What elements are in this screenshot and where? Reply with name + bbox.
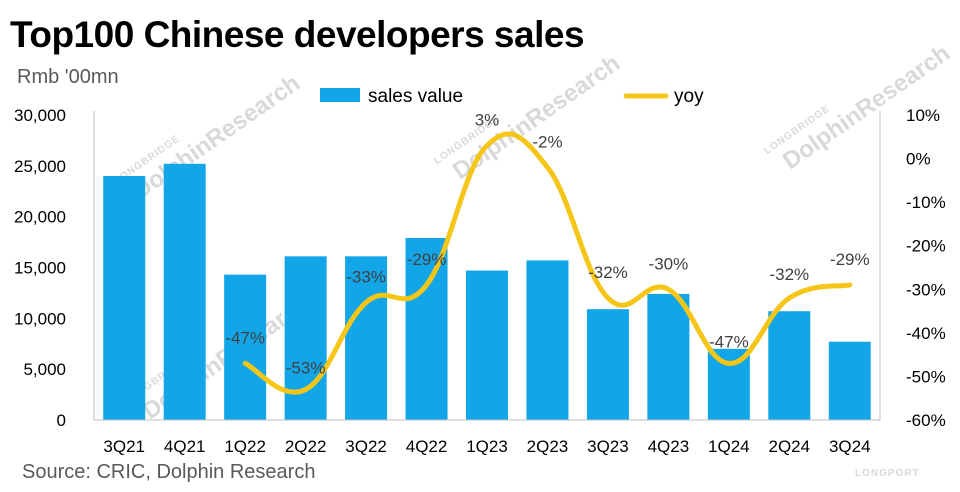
- yoy-data-label: -29%: [830, 250, 870, 269]
- right-axis-tick-label: 0%: [906, 150, 931, 169]
- legend-yoy-label: yoy: [674, 86, 704, 107]
- yoy-data-label: -32%: [769, 265, 809, 284]
- yoy-data-label: -29%: [407, 250, 447, 269]
- chart-title: Top100 Chinese developers sales: [10, 14, 585, 55]
- yoy-data-label: -47%: [709, 332, 749, 351]
- x-axis-tick-label: 2Q23: [527, 437, 569, 456]
- left-axis-tick-label: 10,000: [14, 309, 66, 328]
- watermark-text: DolphinResearch: [128, 70, 305, 205]
- x-axis-tick-label: 1Q22: [224, 437, 266, 456]
- bar-sales-value: [405, 238, 448, 420]
- x-axis-tick-label: 2Q24: [769, 437, 811, 456]
- bar-sales-value: [103, 176, 146, 420]
- x-axis-tick-label: 3Q21: [103, 437, 145, 456]
- x-axis-tick-label: 3Q23: [587, 437, 629, 456]
- right-axis-tick-label: -40%: [906, 324, 946, 343]
- bar-sales-value: [647, 293, 690, 420]
- right-axis-tick-label: 10%: [906, 106, 940, 125]
- bar-sales-value: [828, 341, 871, 420]
- x-axis-tick-label: 2Q22: [285, 437, 327, 456]
- x-axis-tick-label: 4Q23: [648, 437, 690, 456]
- yoy-line: [242, 131, 853, 395]
- x-axis-tick-label: 4Q22: [406, 437, 448, 456]
- y-axis-unit: Rmb '00mn: [17, 66, 119, 88]
- left-axis-tick-label: 20,000: [14, 208, 66, 227]
- bar-sales-value: [586, 309, 629, 420]
- right-axis-tick-label: -60%: [906, 411, 946, 430]
- x-axis-tick-label: 1Q23: [466, 437, 508, 456]
- bar-sales-value: [768, 311, 811, 420]
- bar-sales-value: [224, 274, 267, 420]
- left-axis-tick-label: 5,000: [23, 360, 66, 379]
- bar-sales-value: [345, 256, 388, 420]
- bar-sales-value: [163, 163, 206, 421]
- legend-sales-value-label: sales value: [368, 86, 463, 107]
- source-note: Source: CRIC, Dolphin Research: [22, 461, 316, 483]
- left-axis-tick-label: 30,000: [14, 106, 66, 125]
- x-axis-tick-label: 4Q21: [164, 437, 206, 456]
- yoy-data-label: -33%: [346, 267, 386, 286]
- yoy-data-label: -53%: [286, 359, 326, 378]
- right-axis-tick-label: -10%: [906, 193, 946, 212]
- x-axis-tick-label: 3Q22: [345, 437, 387, 456]
- yoy-data-label: -47%: [225, 328, 265, 347]
- right-axis-tick-label: -50%: [906, 367, 946, 386]
- yoy-data-label: -30%: [649, 254, 689, 273]
- x-axis-tick-label: 3Q24: [829, 437, 871, 456]
- right-axis-tick-label: -30%: [906, 280, 946, 299]
- bar-sales-value: [284, 256, 327, 420]
- x-axis-tick-label: 1Q24: [708, 437, 750, 456]
- left-axis-tick-label: 0: [57, 411, 66, 430]
- watermark-corner-text: LONGPORT: [855, 468, 920, 479]
- yoy-data-label: -2%: [532, 132, 562, 151]
- right-axis-tick-label: -20%: [906, 237, 946, 256]
- yoy-data-label: -32%: [588, 263, 628, 282]
- bar-sales-value: [526, 260, 569, 420]
- bar-sales-value: [466, 270, 508, 420]
- left-axis-tick-label: 15,000: [14, 259, 66, 278]
- legend-sales-value-swatch: [320, 88, 360, 102]
- yoy-data-label: 3%: [475, 111, 500, 130]
- left-axis-tick-label: 25,000: [14, 157, 66, 176]
